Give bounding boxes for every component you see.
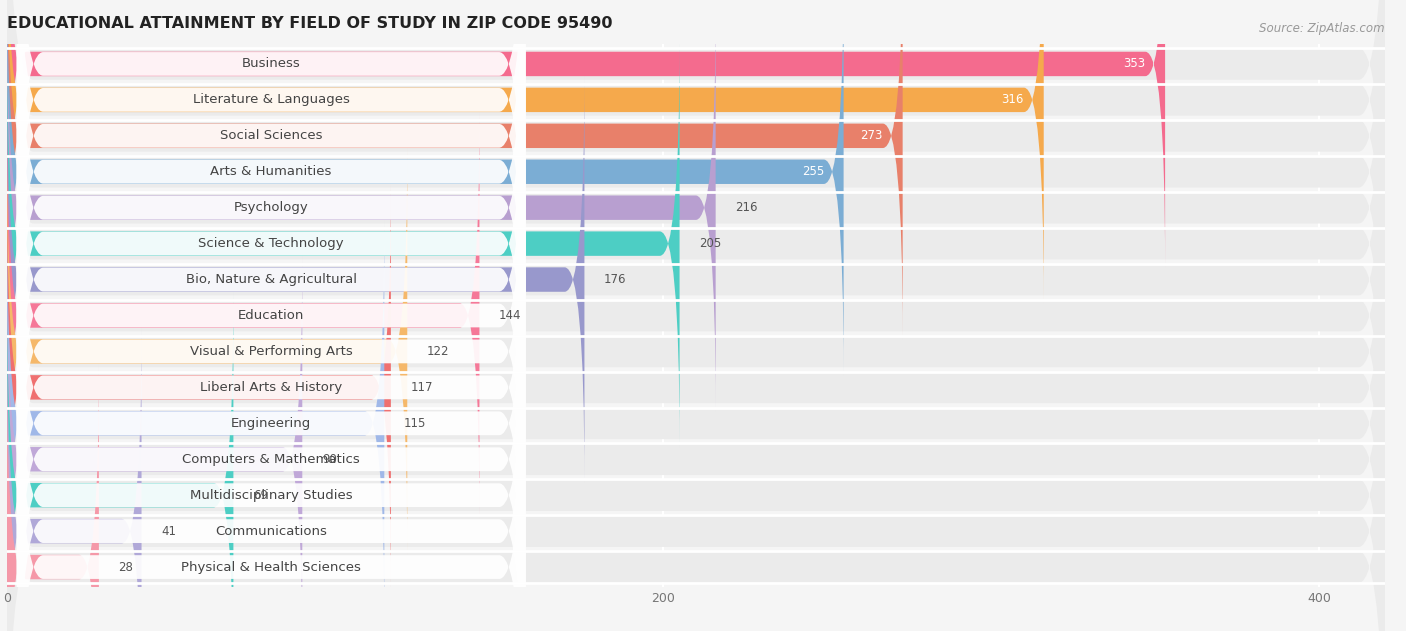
FancyBboxPatch shape (17, 0, 526, 519)
Text: Science & Technology: Science & Technology (198, 237, 344, 250)
Text: Computers & Mathematics: Computers & Mathematics (183, 453, 360, 466)
Text: 176: 176 (605, 273, 627, 286)
Text: EDUCATIONAL ATTAINMENT BY FIELD OF STUDY IN ZIP CODE 95490: EDUCATIONAL ATTAINMENT BY FIELD OF STUDY… (7, 16, 613, 30)
Text: Education: Education (238, 309, 304, 322)
Text: Multidisciplinary Studies: Multidisciplinary Studies (190, 488, 353, 502)
Text: Bio, Nature & Agricultural: Bio, Nature & Agricultural (186, 273, 357, 286)
Text: Arts & Humanities: Arts & Humanities (211, 165, 332, 178)
FancyBboxPatch shape (7, 292, 233, 631)
FancyBboxPatch shape (7, 0, 1385, 516)
Text: Business: Business (242, 57, 301, 71)
FancyBboxPatch shape (7, 0, 903, 339)
FancyBboxPatch shape (7, 256, 302, 631)
FancyBboxPatch shape (7, 0, 1385, 372)
FancyBboxPatch shape (17, 0, 526, 339)
Text: Source: ZipAtlas.com: Source: ZipAtlas.com (1260, 22, 1385, 35)
FancyBboxPatch shape (7, 8, 1385, 551)
Text: 115: 115 (404, 417, 426, 430)
Text: Visual & Performing Arts: Visual & Performing Arts (190, 345, 353, 358)
FancyBboxPatch shape (7, 0, 1385, 408)
FancyBboxPatch shape (17, 148, 526, 631)
Text: Physical & Health Sciences: Physical & Health Sciences (181, 560, 361, 574)
FancyBboxPatch shape (7, 187, 1385, 631)
FancyBboxPatch shape (7, 76, 585, 483)
FancyBboxPatch shape (7, 0, 1043, 304)
FancyBboxPatch shape (7, 0, 1385, 480)
FancyBboxPatch shape (17, 292, 526, 631)
FancyBboxPatch shape (17, 256, 526, 631)
Text: 205: 205 (699, 237, 721, 250)
Text: Literature & Languages: Literature & Languages (193, 93, 350, 107)
FancyBboxPatch shape (7, 184, 391, 591)
FancyBboxPatch shape (17, 0, 526, 483)
Text: 144: 144 (499, 309, 522, 322)
FancyBboxPatch shape (17, 76, 526, 627)
FancyBboxPatch shape (7, 0, 1385, 444)
FancyBboxPatch shape (7, 0, 844, 375)
Text: Psychology: Psychology (233, 201, 308, 214)
Text: 69: 69 (253, 488, 269, 502)
Text: 216: 216 (735, 201, 758, 214)
Text: 117: 117 (411, 381, 433, 394)
FancyBboxPatch shape (17, 40, 526, 591)
FancyBboxPatch shape (17, 112, 526, 631)
FancyBboxPatch shape (7, 0, 1166, 268)
FancyBboxPatch shape (7, 151, 1385, 631)
FancyBboxPatch shape (7, 220, 384, 627)
FancyBboxPatch shape (17, 4, 526, 555)
FancyBboxPatch shape (7, 0, 1385, 336)
FancyBboxPatch shape (17, 0, 526, 411)
Text: 353: 353 (1123, 57, 1146, 71)
Text: 90: 90 (322, 453, 337, 466)
FancyBboxPatch shape (7, 115, 1385, 631)
Text: 122: 122 (427, 345, 450, 358)
FancyBboxPatch shape (7, 295, 1385, 631)
Text: Social Sciences: Social Sciences (219, 129, 322, 143)
Text: Engineering: Engineering (231, 417, 311, 430)
FancyBboxPatch shape (17, 220, 526, 631)
FancyBboxPatch shape (7, 4, 716, 411)
Text: Communications: Communications (215, 524, 328, 538)
FancyBboxPatch shape (17, 0, 526, 375)
FancyBboxPatch shape (7, 223, 1385, 631)
Text: 316: 316 (1001, 93, 1024, 107)
FancyBboxPatch shape (7, 327, 142, 631)
FancyBboxPatch shape (7, 44, 1385, 587)
Text: 255: 255 (801, 165, 824, 178)
FancyBboxPatch shape (7, 259, 1385, 631)
Text: Liberal Arts & History: Liberal Arts & History (200, 381, 342, 394)
Text: 28: 28 (118, 560, 134, 574)
FancyBboxPatch shape (17, 184, 526, 631)
FancyBboxPatch shape (7, 363, 98, 631)
FancyBboxPatch shape (7, 112, 479, 519)
Text: 41: 41 (162, 524, 176, 538)
FancyBboxPatch shape (7, 40, 679, 447)
Text: 273: 273 (860, 129, 883, 143)
FancyBboxPatch shape (7, 80, 1385, 623)
FancyBboxPatch shape (17, 0, 526, 447)
FancyBboxPatch shape (7, 148, 408, 555)
